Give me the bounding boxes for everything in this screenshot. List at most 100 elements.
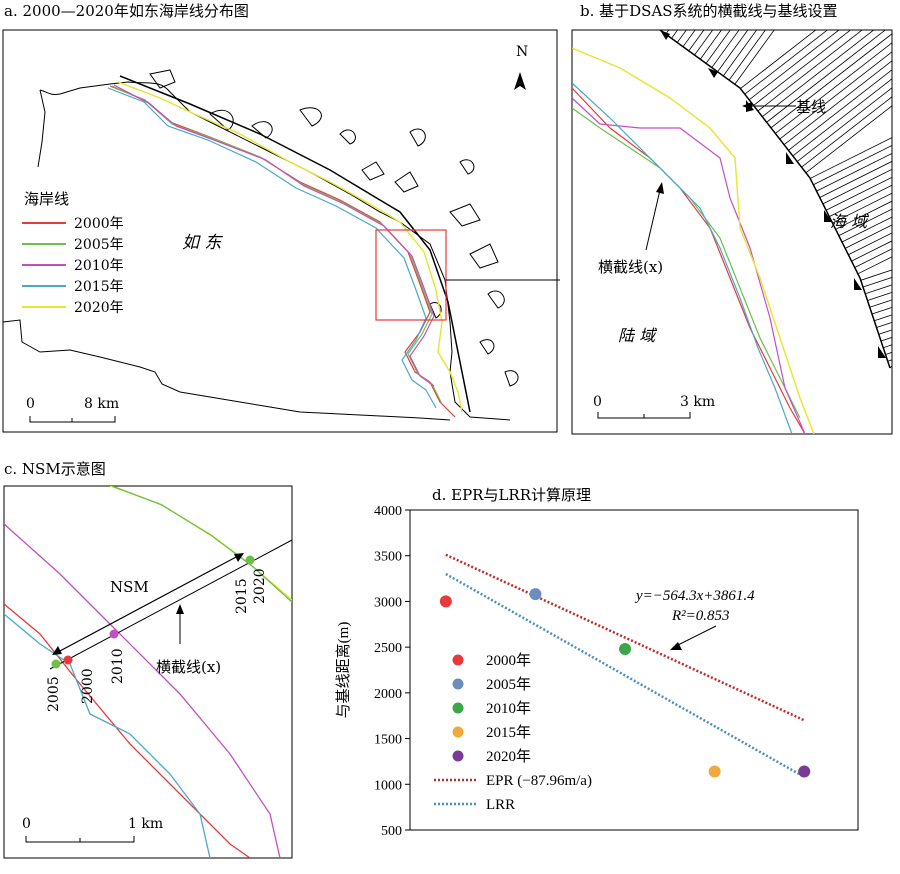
legend-item: 2005年 xyxy=(22,233,124,254)
transect-line xyxy=(848,232,892,256)
legend-label: 2010年 xyxy=(486,700,531,717)
scale-a-start: 0 xyxy=(26,396,35,412)
legend-label: 2015年 xyxy=(74,278,124,295)
nsm-label: NSM xyxy=(110,578,149,596)
transect-line xyxy=(851,240,892,262)
transect-line xyxy=(832,192,892,224)
transect-line xyxy=(762,30,875,117)
y-tick-label: 1000 xyxy=(374,778,402,793)
transect-line xyxy=(757,30,863,112)
transect-line xyxy=(722,30,758,77)
transect-line xyxy=(845,224,892,249)
legend-swatch xyxy=(22,221,66,224)
transect-line xyxy=(813,145,892,186)
data-point xyxy=(708,765,721,778)
y-tick-label: 2500 xyxy=(374,641,402,656)
land-label: 陆 域 xyxy=(618,326,656,345)
transect-line xyxy=(816,152,892,192)
transect-label-b: 横截线(x) xyxy=(598,258,664,276)
transect-line xyxy=(744,30,828,95)
data-point xyxy=(619,642,632,655)
legend-swatch xyxy=(22,263,66,266)
transect-line xyxy=(740,30,817,89)
year-label-2010: 2010 xyxy=(110,648,126,684)
scale-b-start: 0 xyxy=(593,394,602,410)
scale-b-end: 3 km xyxy=(680,394,716,410)
legend-a: 2000年 2005年 2010年 2015年 2020年 xyxy=(22,212,124,317)
north-label: N xyxy=(516,44,529,60)
legend-label: 2010年 xyxy=(74,257,124,274)
legend-label: 2000年 xyxy=(74,215,124,232)
transect-line xyxy=(753,30,852,106)
legend-marker xyxy=(452,702,464,714)
transect-line xyxy=(835,200,892,230)
legend-marker xyxy=(452,654,464,666)
legend-label: 2015年 xyxy=(486,724,531,741)
transect-line xyxy=(810,137,892,179)
panel-b-title: b. 基于DSAS系统的横截线与基线设置 xyxy=(580,2,838,20)
year-label-2000: 2000 xyxy=(80,668,96,704)
transect-line xyxy=(829,184,892,217)
chart-title: d. EPR与LRR计算原理 xyxy=(432,486,592,504)
sea-label: 海 域 xyxy=(830,212,868,231)
legend-label: 2020年 xyxy=(486,748,531,765)
panel-c-title: c. NSM示意图 xyxy=(4,460,106,478)
transect-line xyxy=(783,60,892,146)
chart-frame xyxy=(409,509,859,831)
y-tick-label: 1500 xyxy=(374,733,402,748)
transect-label-c: 横截线(x) xyxy=(156,658,222,676)
transect-line xyxy=(841,216,892,243)
panel-c-map xyxy=(3,485,293,859)
year-label-2020: 2020 xyxy=(252,568,268,604)
legend-label: EPR (−87.96m/a) xyxy=(486,773,592,789)
transect-line xyxy=(779,51,892,140)
year-label-2005: 2005 xyxy=(46,676,62,712)
y-tick-label: 3500 xyxy=(374,550,402,565)
transect-line xyxy=(711,30,740,68)
legend-marker xyxy=(452,678,464,690)
year-label-2015: 2015 xyxy=(234,578,250,614)
legend-item: 2020年 xyxy=(22,296,124,317)
data-point xyxy=(439,595,452,608)
legend-label: 2005年 xyxy=(74,236,124,253)
legend-item: 2015年 xyxy=(22,275,124,296)
legend-item: 2010年 xyxy=(22,254,124,275)
trend-line xyxy=(445,572,805,779)
transect-line xyxy=(805,105,892,174)
y-tick-label: 3000 xyxy=(374,595,402,610)
legend-marker xyxy=(452,726,464,738)
transect-line xyxy=(717,30,749,72)
legend-swatch xyxy=(22,305,66,308)
chart-d: 500 1000 1500 2000 2500 3000 3500 4000 与基线距离(m)… xyxy=(335,504,859,839)
y-tick-label: 500 xyxy=(381,824,402,839)
transect-line xyxy=(775,42,892,134)
panel-b-map xyxy=(571,29,893,435)
legend-label: 2000年 xyxy=(486,652,531,669)
data-point xyxy=(529,588,542,601)
transect-line xyxy=(792,78,892,157)
trend-line xyxy=(445,553,805,722)
transect-line xyxy=(796,87,892,162)
transect-line xyxy=(766,30,886,123)
legend-swatch xyxy=(22,284,66,287)
transect-line xyxy=(788,69,892,151)
y-tick-label: 4000 xyxy=(374,504,402,519)
legend-title: 海岸线 xyxy=(24,190,70,208)
transect-line xyxy=(734,30,775,85)
scale-c-end: 1 km xyxy=(128,816,164,832)
legend-label: 2020年 xyxy=(74,299,124,316)
transect-line xyxy=(819,160,892,198)
transect-line xyxy=(728,30,766,81)
transect-line xyxy=(825,176,892,211)
scale-a-end: 8 km xyxy=(84,396,120,412)
transect-line xyxy=(801,96,892,168)
data-point xyxy=(798,765,811,778)
transect-line xyxy=(822,168,892,205)
legend-marker xyxy=(452,750,464,762)
y-tick-label: 2000 xyxy=(374,687,402,702)
legend-label: 2005年 xyxy=(486,676,531,693)
r-squared: R²=0.853 xyxy=(671,608,730,624)
place-label: 如 东 xyxy=(182,233,222,253)
legend-swatch xyxy=(22,242,66,245)
scale-c-start: 0 xyxy=(22,816,31,832)
